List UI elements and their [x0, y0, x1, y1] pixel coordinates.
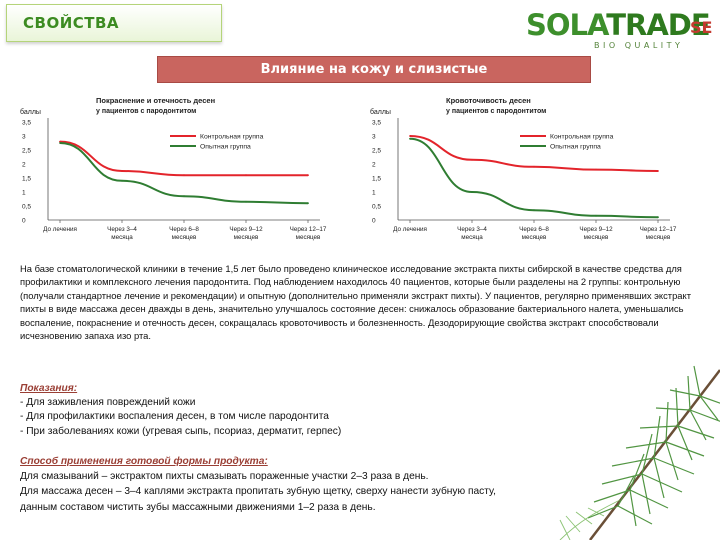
usage-line: данным составом чистить зубы массажными … [20, 501, 376, 513]
data-point [533, 165, 535, 168]
y-tick-label: 3 [22, 134, 26, 141]
data-point [409, 135, 411, 137]
y-tick-label: 0 [22, 218, 26, 225]
x-tick-label-line2: месяцев [646, 234, 671, 241]
legend-label: Контрольная группа [200, 134, 264, 141]
data-point [409, 137, 411, 140]
y-tick-label: 3,5 [22, 120, 31, 127]
section-label-tab: СВОЙСТВА [6, 4, 222, 42]
x-tick-label: До лечения [393, 226, 427, 233]
x-tick-label: Через 9–12 [229, 226, 263, 233]
y-tick-label: 1 [22, 190, 26, 197]
y-tick-label: 2,5 [22, 148, 31, 155]
indications-heading: Показания: [20, 383, 78, 394]
x-tick-label-line2: месяцев [522, 234, 547, 241]
chart-gum-bleeding-svg: Кровоточивость десен у пациентов с пародо… [370, 96, 677, 241]
data-point [245, 200, 247, 203]
legend-label: Контрольная группа [550, 134, 614, 141]
data-point [657, 170, 659, 172]
title-banner: Влияние на кожу и слизистые [157, 56, 591, 83]
y-tick-label: 1 [372, 190, 376, 197]
y-tick-label: 3,5 [372, 120, 381, 127]
x-tick-label: Через 3–4 [457, 226, 487, 233]
chart-title: Покраснение и отечность десен [96, 96, 215, 105]
chart-subtitle: у пациентов с пародонтитом [446, 108, 546, 115]
y-tick-label: 1,5 [372, 176, 381, 183]
x-tick-label-line2: месяцев [296, 234, 321, 241]
chart-title: Кровоточивость десен [446, 96, 531, 105]
y-tick-label: 0,5 [22, 204, 31, 211]
solatrade-logo: SOLATRADE SE BIO QUALITY [526, 8, 716, 50]
x-tick-label: Через 12–17 [290, 226, 327, 233]
page-title: Влияние на кожу и слизистые [260, 62, 488, 77]
data-point [183, 174, 185, 177]
usage-block: Способ применения готовой формы продукта… [20, 454, 620, 515]
usage-heading: Способ применения готовой формы продукта… [20, 456, 268, 467]
series-line-experimental [409, 137, 659, 219]
x-tick-label: Через 3–4 [107, 226, 137, 233]
usage-line: Для смазываний – экстрактом пихты смазыв… [20, 471, 429, 483]
x-tick-label: Через 12–17 [640, 226, 677, 233]
data-point [183, 195, 185, 198]
y-tick-label: 2,5 [372, 148, 381, 155]
indication-item: - При заболеваниях кожи (угревая сыпь, п… [20, 425, 342, 437]
y-tick-label: 2 [372, 162, 376, 169]
series-line-experimental [59, 142, 309, 205]
data-point [657, 216, 659, 219]
x-tick-label-line2: месяцев [584, 234, 609, 241]
data-point [595, 168, 597, 171]
series-line-control [59, 140, 308, 177]
x-tick-label: Через 9–12 [579, 226, 613, 233]
y-axis-label: баллы [370, 108, 391, 116]
x-tick-label-line2: месяцев [172, 234, 197, 241]
data-point [307, 174, 309, 177]
logo-se: SE [690, 18, 713, 37]
x-tick-label-line2: месяца [461, 234, 483, 241]
study-description: На базе стоматологической клиники в тече… [20, 263, 692, 342]
section-label: СВОЙСТВА [23, 14, 120, 32]
legend-label: Опытная группа [550, 144, 601, 151]
x-tick-label-line2: месяца [111, 234, 133, 241]
chart-gum-bleeding: Кровоточивость десен у пациентов с пародо… [368, 94, 688, 252]
indications-block: Показания: - Для заживления повреждений … [20, 382, 580, 439]
fir-branch-decoration [559, 365, 720, 540]
data-point [595, 214, 597, 217]
x-tick-label-line2: месяцев [234, 234, 259, 241]
logo-tagline: BIO QUALITY [594, 41, 684, 50]
chart-gum-redness-svg: Покраснение и отечность десен у пациентов… [20, 96, 327, 241]
series-line-control [409, 135, 659, 172]
data-point [307, 202, 309, 205]
usage-line: Для массажа десен – 3–4 каплями экстракт… [20, 486, 496, 498]
data-point [121, 179, 123, 182]
data-point [59, 142, 61, 144]
x-tick-label: Через 6–8 [169, 226, 199, 233]
chart-subtitle: у пациентов с пародонтитом [96, 108, 196, 115]
logo-sola: SOLA [526, 8, 607, 42]
indication-item: - Для заживления повреждений кожи [20, 397, 196, 409]
y-tick-label: 2 [22, 162, 26, 169]
legend-label: Опытная группа [200, 144, 251, 151]
y-tick-label: 0 [372, 218, 376, 225]
x-tick-label: До лечения [43, 226, 77, 233]
y-tick-label: 3 [372, 134, 376, 141]
chart-gum-redness: Покраснение и отечность десен у пациентов… [18, 94, 338, 252]
data-point [471, 191, 473, 193]
indication-item: - Для профилактики воспаления десен, в т… [20, 411, 329, 423]
logo-wordmark: SOLATRADE [526, 8, 711, 42]
data-point [533, 209, 535, 212]
y-tick-label: 1,5 [22, 176, 31, 183]
x-tick-label: Через 6–8 [519, 226, 549, 233]
data-point [121, 170, 123, 172]
logo-trade: TRADE [606, 8, 710, 42]
data-point [245, 174, 247, 177]
data-point [471, 158, 473, 161]
y-tick-label: 0,5 [372, 204, 381, 211]
y-axis-label: баллы [20, 108, 41, 116]
